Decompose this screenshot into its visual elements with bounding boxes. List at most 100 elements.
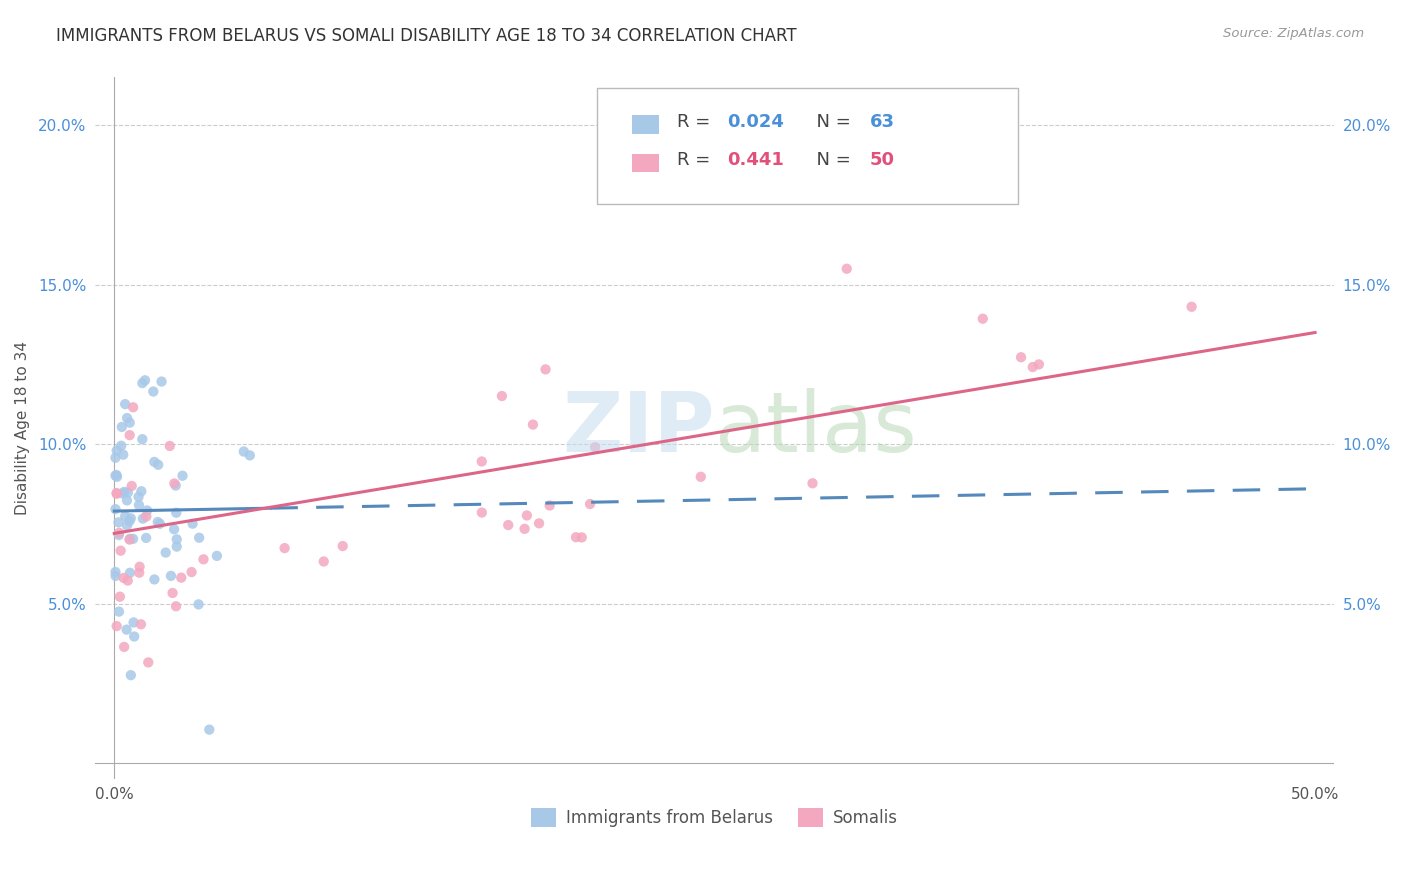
Point bbox=[120, 511, 142, 525]
Point bbox=[205, 549, 228, 563]
Point bbox=[534, 362, 557, 376]
Point bbox=[689, 470, 711, 484]
Point bbox=[114, 397, 136, 411]
Point bbox=[129, 617, 152, 632]
Point bbox=[163, 476, 186, 491]
Point bbox=[111, 420, 134, 434]
Text: N =: N = bbox=[806, 152, 856, 169]
Point bbox=[565, 530, 588, 544]
FancyBboxPatch shape bbox=[631, 153, 659, 172]
Point bbox=[104, 569, 127, 583]
Point bbox=[105, 470, 128, 484]
Point bbox=[134, 373, 156, 387]
Point bbox=[1181, 300, 1204, 314]
Point bbox=[159, 439, 181, 453]
Text: N =: N = bbox=[806, 112, 856, 130]
Point bbox=[471, 454, 494, 468]
Point bbox=[513, 522, 536, 536]
Point bbox=[491, 389, 513, 403]
Point bbox=[105, 468, 128, 483]
Point bbox=[118, 533, 141, 547]
Point bbox=[198, 723, 221, 737]
Point bbox=[112, 571, 135, 585]
Point bbox=[148, 458, 170, 472]
Point bbox=[118, 514, 141, 528]
Point bbox=[108, 590, 131, 604]
Point bbox=[118, 416, 141, 430]
Point bbox=[170, 571, 193, 585]
Point bbox=[150, 375, 173, 389]
Point bbox=[114, 509, 136, 524]
Point bbox=[193, 552, 215, 566]
Text: atlas: atlas bbox=[714, 388, 917, 468]
Point bbox=[142, 384, 165, 399]
Point bbox=[128, 566, 150, 580]
Point bbox=[105, 487, 128, 501]
Text: 0.441: 0.441 bbox=[727, 152, 785, 169]
Point bbox=[136, 656, 159, 670]
Point bbox=[972, 311, 994, 326]
Point bbox=[522, 417, 544, 432]
Point bbox=[121, 479, 143, 493]
Y-axis label: Disability Age 18 to 34: Disability Age 18 to 34 bbox=[15, 341, 30, 516]
Point bbox=[122, 532, 145, 546]
FancyBboxPatch shape bbox=[598, 88, 1018, 203]
Point bbox=[165, 506, 187, 520]
Point bbox=[122, 401, 145, 415]
Point bbox=[110, 439, 132, 453]
Point bbox=[110, 543, 132, 558]
Point bbox=[108, 528, 131, 542]
Point bbox=[128, 490, 150, 504]
Point bbox=[117, 485, 139, 500]
Point bbox=[136, 503, 159, 517]
Point bbox=[180, 565, 202, 579]
Point bbox=[516, 508, 538, 523]
Point bbox=[143, 573, 166, 587]
Text: 0.024: 0.024 bbox=[727, 112, 785, 130]
Point bbox=[122, 630, 145, 644]
Point bbox=[122, 615, 145, 630]
Point bbox=[160, 569, 183, 583]
Point bbox=[105, 443, 128, 458]
Point bbox=[132, 511, 155, 525]
Point bbox=[120, 668, 142, 682]
Point bbox=[149, 516, 172, 531]
Point bbox=[115, 518, 138, 533]
Point bbox=[527, 516, 550, 531]
Point bbox=[332, 539, 354, 553]
Point bbox=[107, 516, 129, 530]
Point bbox=[111, 486, 134, 500]
Point bbox=[104, 450, 127, 465]
Point bbox=[131, 484, 153, 499]
Point bbox=[135, 509, 157, 524]
Point bbox=[115, 623, 138, 637]
Legend: Immigrants from Belarus, Somalis: Immigrants from Belarus, Somalis bbox=[524, 802, 905, 834]
Point bbox=[117, 574, 139, 588]
Text: R =: R = bbox=[678, 152, 717, 169]
Point bbox=[108, 605, 131, 619]
Point bbox=[187, 598, 209, 612]
Point bbox=[166, 533, 188, 547]
Text: ZIP: ZIP bbox=[562, 388, 714, 468]
Point bbox=[496, 518, 519, 533]
Point bbox=[801, 476, 824, 491]
Text: 50: 50 bbox=[869, 152, 894, 169]
Point bbox=[112, 640, 135, 654]
Point bbox=[143, 455, 166, 469]
Point bbox=[135, 531, 157, 545]
Point bbox=[166, 540, 188, 554]
Point bbox=[115, 411, 138, 425]
Point bbox=[172, 468, 194, 483]
Point bbox=[273, 541, 295, 555]
Point bbox=[1010, 351, 1032, 365]
Point bbox=[239, 449, 262, 463]
Point bbox=[312, 554, 335, 568]
Point bbox=[118, 532, 141, 546]
Point bbox=[112, 448, 135, 462]
Point bbox=[162, 586, 184, 600]
Point bbox=[583, 440, 606, 454]
Text: R =: R = bbox=[678, 112, 717, 130]
Point bbox=[131, 376, 153, 391]
Point bbox=[118, 566, 141, 580]
Point bbox=[471, 506, 494, 520]
